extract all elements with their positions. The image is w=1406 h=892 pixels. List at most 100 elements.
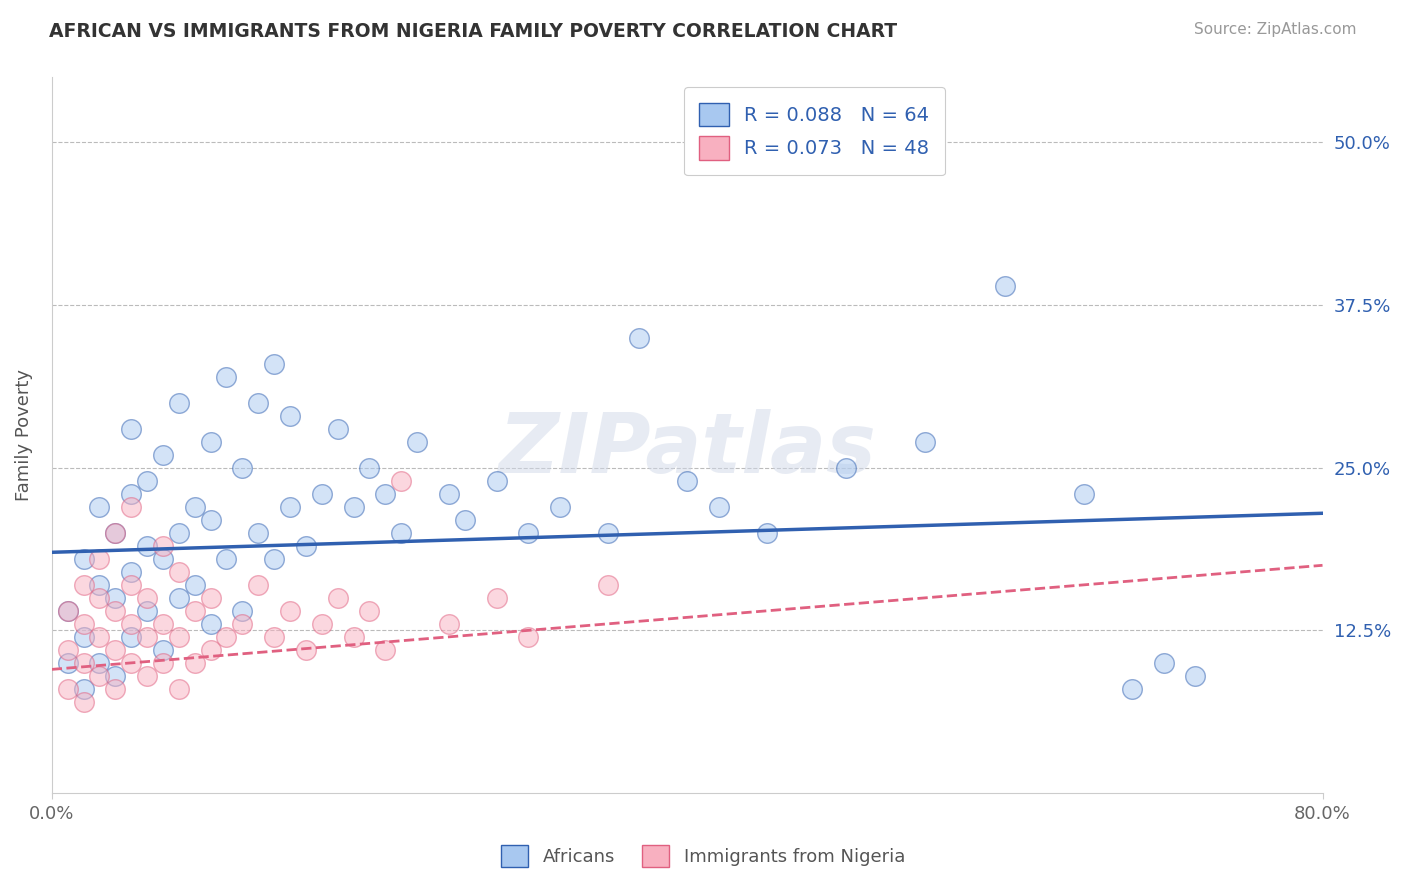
Point bbox=[359, 460, 381, 475]
Point bbox=[215, 630, 238, 644]
Point bbox=[1121, 681, 1143, 696]
Point bbox=[183, 500, 205, 514]
Point bbox=[167, 630, 190, 644]
Point bbox=[342, 630, 364, 644]
Point bbox=[326, 591, 349, 605]
Point bbox=[136, 630, 159, 644]
Point bbox=[295, 539, 318, 553]
Point bbox=[389, 474, 412, 488]
Point bbox=[183, 656, 205, 670]
Point bbox=[548, 500, 571, 514]
Point bbox=[374, 487, 396, 501]
Point bbox=[89, 669, 111, 683]
Point bbox=[89, 551, 111, 566]
Point bbox=[89, 591, 111, 605]
Point bbox=[914, 434, 936, 449]
Point bbox=[152, 551, 174, 566]
Point bbox=[72, 630, 94, 644]
Point bbox=[104, 591, 127, 605]
Point bbox=[89, 500, 111, 514]
Point bbox=[56, 656, 79, 670]
Point bbox=[278, 409, 301, 423]
Point bbox=[628, 331, 651, 345]
Point bbox=[136, 669, 159, 683]
Point bbox=[707, 500, 730, 514]
Point bbox=[89, 578, 111, 592]
Point bbox=[342, 500, 364, 514]
Text: AFRICAN VS IMMIGRANTS FROM NIGERIA FAMILY POVERTY CORRELATION CHART: AFRICAN VS IMMIGRANTS FROM NIGERIA FAMIL… bbox=[49, 22, 897, 41]
Point bbox=[72, 616, 94, 631]
Point bbox=[104, 643, 127, 657]
Point bbox=[152, 539, 174, 553]
Point bbox=[167, 591, 190, 605]
Point bbox=[215, 369, 238, 384]
Point bbox=[247, 578, 270, 592]
Point bbox=[152, 448, 174, 462]
Point bbox=[120, 487, 142, 501]
Point bbox=[326, 422, 349, 436]
Point bbox=[247, 395, 270, 409]
Point bbox=[295, 643, 318, 657]
Point bbox=[231, 460, 253, 475]
Point bbox=[120, 630, 142, 644]
Point bbox=[200, 434, 222, 449]
Point bbox=[278, 604, 301, 618]
Point bbox=[120, 422, 142, 436]
Point bbox=[136, 604, 159, 618]
Point bbox=[72, 656, 94, 670]
Point bbox=[406, 434, 429, 449]
Point bbox=[56, 604, 79, 618]
Point bbox=[311, 616, 333, 631]
Point bbox=[200, 643, 222, 657]
Point bbox=[136, 591, 159, 605]
Point bbox=[200, 616, 222, 631]
Point bbox=[374, 643, 396, 657]
Point bbox=[56, 643, 79, 657]
Point bbox=[56, 681, 79, 696]
Point bbox=[152, 616, 174, 631]
Point bbox=[104, 604, 127, 618]
Point bbox=[104, 525, 127, 540]
Point bbox=[167, 395, 190, 409]
Point bbox=[437, 487, 460, 501]
Point bbox=[994, 278, 1017, 293]
Point bbox=[311, 487, 333, 501]
Point bbox=[1153, 656, 1175, 670]
Point bbox=[596, 525, 619, 540]
Point bbox=[263, 630, 285, 644]
Point bbox=[755, 525, 778, 540]
Point bbox=[167, 565, 190, 579]
Point bbox=[517, 525, 540, 540]
Point bbox=[89, 656, 111, 670]
Point bbox=[389, 525, 412, 540]
Point bbox=[72, 695, 94, 709]
Point bbox=[263, 551, 285, 566]
Point bbox=[167, 525, 190, 540]
Point bbox=[454, 513, 477, 527]
Text: Source: ZipAtlas.com: Source: ZipAtlas.com bbox=[1194, 22, 1357, 37]
Point bbox=[596, 578, 619, 592]
Point bbox=[517, 630, 540, 644]
Point bbox=[485, 591, 508, 605]
Legend: R = 0.088   N = 64, R = 0.073   N = 48: R = 0.088 N = 64, R = 0.073 N = 48 bbox=[683, 87, 945, 176]
Point bbox=[120, 616, 142, 631]
Point bbox=[183, 578, 205, 592]
Legend: Africans, Immigrants from Nigeria: Africans, Immigrants from Nigeria bbox=[494, 838, 912, 874]
Point bbox=[1184, 669, 1206, 683]
Point bbox=[120, 500, 142, 514]
Point bbox=[104, 681, 127, 696]
Point bbox=[231, 616, 253, 631]
Point bbox=[136, 539, 159, 553]
Point bbox=[104, 669, 127, 683]
Point bbox=[167, 681, 190, 696]
Point bbox=[231, 604, 253, 618]
Point bbox=[676, 474, 699, 488]
Point bbox=[835, 460, 858, 475]
Point bbox=[136, 474, 159, 488]
Point bbox=[120, 656, 142, 670]
Point bbox=[359, 604, 381, 618]
Point bbox=[72, 578, 94, 592]
Point bbox=[437, 616, 460, 631]
Point bbox=[72, 551, 94, 566]
Point bbox=[152, 643, 174, 657]
